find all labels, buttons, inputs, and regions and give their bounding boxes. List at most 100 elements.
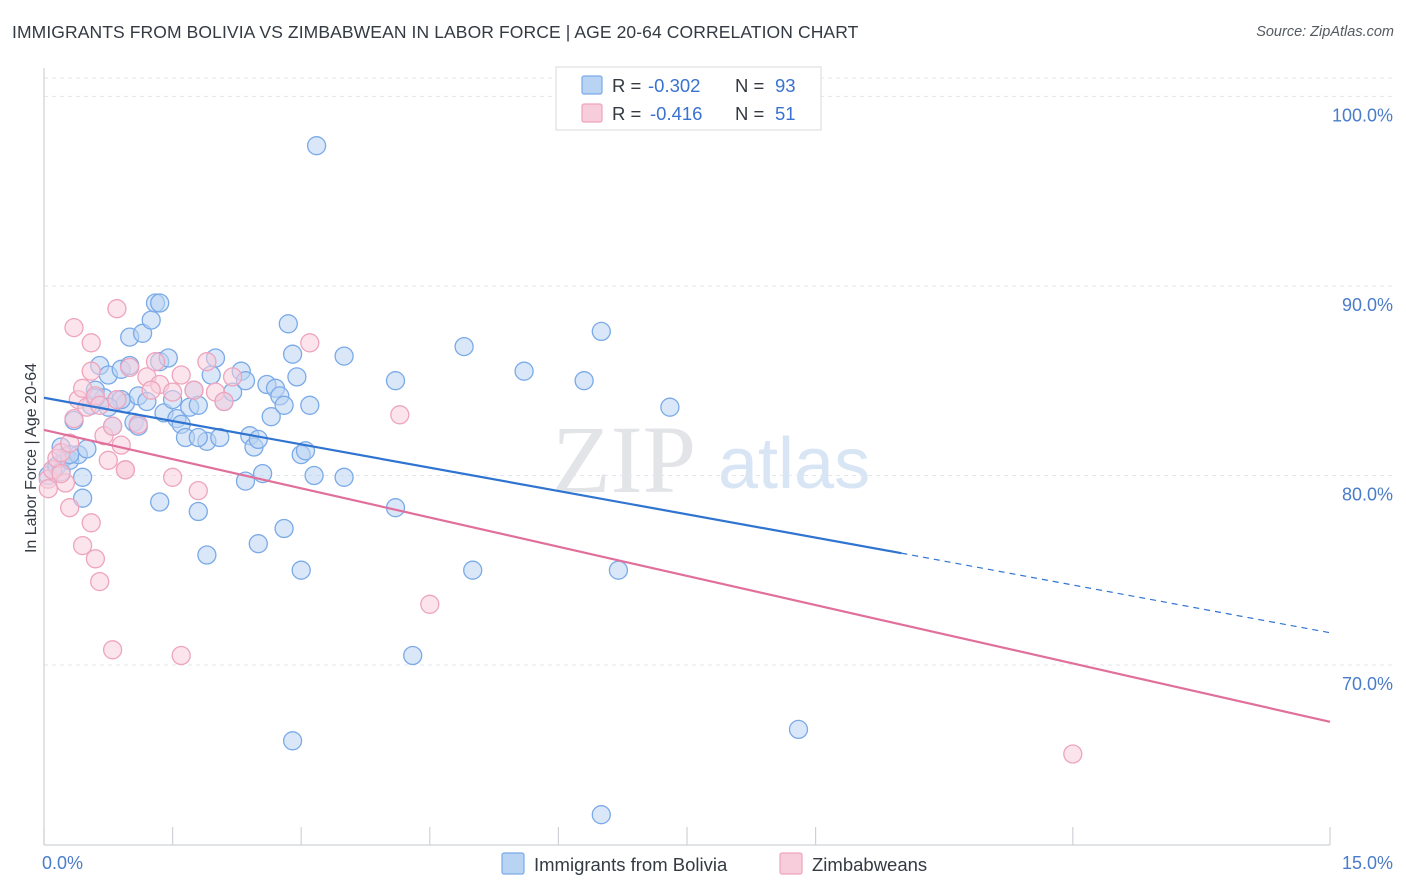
zimbabweans-point-50 [222,367,243,387]
watermark-zip: ZIP [552,406,696,513]
legend-n-value-zimbabweans: 51 [775,103,796,124]
legend-r-label-zimbabweans: R = [612,103,641,124]
zimbabweans-point-29 [214,391,234,412]
zimbabweans-point-12 [90,395,110,415]
bolivia-point-84 [591,805,611,825]
zimbabweans-point-30 [64,317,84,338]
legend-n-label-zimbabweans: N = [735,103,764,124]
watermark-atlas: atlas [718,424,870,504]
trend-line-zimbabweans [43,428,1331,723]
bolivia-point-53 [274,395,294,415]
zimbabweans-point-27 [197,352,217,372]
series-zimbabweans-points [38,299,1083,764]
zimbabweans-point-48 [141,380,161,400]
bolivia-point-74 [248,534,268,554]
bolivia-point-72 [197,545,217,565]
legend-n-value-bolivia: 93 [775,75,796,96]
y-tick-label-100: 100.0% [1332,105,1393,125]
y-axis-title: In Labor Force | Age 20-64 [23,363,40,553]
bolivia-point-55 [282,344,303,364]
bolivia-point-67 [660,397,680,417]
bolivia-point-61 [334,346,354,366]
bolivia-point-62 [385,371,406,391]
bolivia-point-54 [278,314,298,334]
zimbabweans-point-47 [51,463,71,484]
zimbabweans-point-43 [420,594,440,614]
zimbabweans-point-25 [171,365,191,385]
legend-swatch-zimbabweans [581,103,603,123]
stats-legend: R = -0.302 N = 93 R = -0.416 N = 51 [555,66,822,131]
y-tick-label-80: 80.0% [1342,484,1393,504]
zimbabweans-point-40 [115,460,136,480]
trend-line-extension-bolivia [901,552,1331,634]
bolivia-point-56 [287,367,307,387]
bolivia-point-81 [403,645,423,666]
bolivia-point-75 [274,518,294,539]
bottom-legend-label-zimbabweans: Zimbabweans [812,854,927,875]
zimbabweans-point-32 [107,299,127,319]
zimbabweans-point-39 [90,571,110,592]
zimbabweans-point-24 [162,382,183,402]
chart-title: IMMIGRANTS FROM BOLIVIA VS ZIMBABWEAN IN… [12,22,859,42]
zimbabweans-point-36 [81,513,101,533]
x-tick-label-min: 0.0% [42,853,83,873]
zimbabweans-point-5 [60,433,80,453]
trend-line-bolivia [43,396,902,555]
zimbabweans-point-26 [184,380,204,400]
zimbabweans-point-41 [162,467,183,487]
zimbabweans-point-31 [81,333,101,353]
bolivia-point-85 [188,427,208,448]
zimbabweans-point-19 [120,357,140,378]
zimbabweans-point-37 [72,535,93,556]
zimbabweans-point-46 [38,479,58,499]
bolivia-point-70 [150,492,170,512]
bolivia-point-66 [591,321,611,342]
zimbabweans-point-35 [60,498,80,518]
bolivia-point-76 [291,560,311,580]
bolivia-point-80 [608,560,629,580]
bolivia-point-71 [188,501,208,522]
bolivia-point-59 [300,395,320,415]
zimbabweans-point-42 [188,480,208,501]
bolivia-point-82 [282,731,303,751]
legend-swatch-bolivia [581,75,603,95]
bolivia-point-8 [72,488,93,508]
zimbabweans-point-45 [171,645,191,666]
bolivia-point-50 [261,407,281,427]
bolivia-point-65 [574,371,594,391]
bolivia-point-68 [150,293,170,313]
bolivia-point-9 [77,439,97,459]
bolivia-point-77 [334,467,354,487]
bolivia-point-69 [306,136,327,156]
bolivia-point-90 [72,467,93,487]
zimbabweans-point-49 [1063,744,1083,764]
series-legend: Immigrants from Bolivia Zimbabweans [501,852,927,875]
trend-lines [43,396,1331,723]
bolivia-point-63 [454,336,474,357]
bolivia-point-60 [304,465,324,486]
zimbabweans-point-10 [81,361,101,381]
source-credit: Source: ZipAtlas.com [1256,24,1394,40]
x-tick-label-max: 15.0% [1342,853,1393,873]
legend-r-value-bolivia: -0.302 [648,75,700,96]
bolivia-point-79 [463,560,483,580]
zimbabweans-point-14 [98,450,118,470]
zimbabweans-point-16 [107,389,127,410]
zimbabweans-point-34 [390,405,410,425]
zimbabweans-point-33 [300,333,320,353]
y-tick-label-90: 90.0% [1342,295,1393,315]
zimbabweans-point-15 [102,416,123,436]
x-ticks [43,827,1331,845]
zimbabweans-point-22 [145,352,166,372]
bolivia-point-25 [141,310,161,330]
bottom-legend-swatch-bolivia [501,852,525,875]
legend-r-value-zimbabweans: -0.416 [650,103,702,124]
bottom-legend-label-bolivia: Immigrants from Bolivia [534,854,728,875]
zimbabweans-point-38 [85,549,106,569]
legend-r-label-bolivia: R = [612,75,641,96]
y-tick-labels: 100.0% 90.0% 80.0% 70.0% [1332,105,1393,694]
zimbabweans-point-20 [128,414,148,434]
zimbabweans-point-6 [64,408,84,429]
bolivia-point-83 [788,719,809,740]
